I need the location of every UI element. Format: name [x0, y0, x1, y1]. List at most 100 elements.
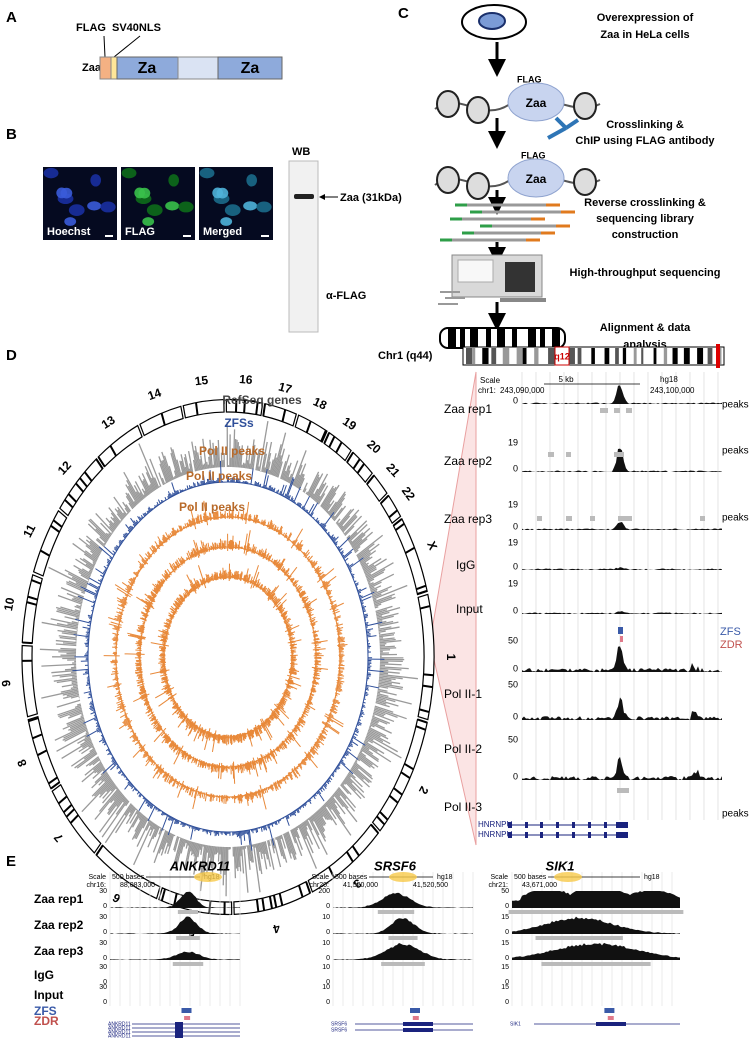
gene-density — [380, 661, 403, 662]
peak-call — [590, 516, 595, 521]
gene-density — [58, 652, 76, 653]
gene-density — [276, 837, 277, 839]
cell — [178, 201, 193, 212]
gene-density — [373, 599, 376, 600]
cell — [220, 217, 232, 226]
track-tick: 15 — [501, 964, 509, 971]
zfs-density — [364, 615, 368, 616]
track-label: Zaa rep3 — [34, 944, 84, 958]
tag-label: SV40NLS — [112, 22, 161, 34]
shape — [460, 329, 465, 347]
gene-density — [112, 533, 113, 534]
gene-density — [341, 785, 349, 794]
zfs-mark — [604, 1008, 614, 1013]
step-text: Overexpression of — [597, 12, 694, 24]
nucleosome — [574, 93, 596, 119]
track-label: Zaa rep2 — [444, 454, 492, 468]
shape — [517, 348, 524, 364]
ring-label: RefSeq genes — [222, 393, 302, 407]
peak-call — [173, 962, 203, 966]
track-tick: 0 — [103, 929, 107, 936]
shape — [508, 832, 512, 838]
zfs-density — [366, 629, 373, 630]
polii-density — [239, 541, 240, 550]
gene-density — [81, 715, 84, 716]
track-tick: 0 — [103, 903, 107, 910]
polii-density — [314, 664, 321, 665]
chromosome-band — [140, 406, 183, 435]
shape — [497, 329, 505, 347]
ring-label: Pol II peaks — [179, 500, 245, 514]
chromosome-band — [34, 511, 67, 576]
track-label: Input — [456, 602, 483, 616]
track-tick: 0 — [505, 929, 509, 936]
zfs-density — [364, 614, 368, 615]
assembly-label: hg18 — [437, 874, 453, 881]
chromosome-label: 7 — [51, 830, 66, 844]
highlight — [194, 872, 222, 882]
step-text: ChIP using FLAG antibody — [575, 135, 715, 147]
track-tick: 19 — [508, 578, 518, 588]
track-tick: 30 — [99, 940, 107, 947]
shape — [525, 822, 528, 828]
track-tick: 0 — [513, 711, 518, 721]
peak-call — [614, 452, 624, 457]
chromosome-band — [418, 594, 434, 719]
image-label: Merged — [203, 226, 242, 238]
zfs-density — [343, 549, 353, 558]
track-tick: 0 — [505, 955, 509, 962]
zfs-density — [83, 717, 96, 723]
zfs-mark — [618, 627, 623, 634]
zfs-density — [348, 748, 351, 751]
cell — [90, 174, 101, 186]
zfs-mark — [410, 1008, 420, 1013]
span-label: 500 bases — [112, 874, 145, 881]
chromosome-label: X — [424, 539, 440, 552]
zfs-density — [195, 827, 196, 831]
gene-density — [100, 760, 101, 761]
shape — [716, 344, 720, 368]
shape — [470, 329, 478, 347]
zfs-density — [83, 627, 90, 629]
gene-density — [71, 672, 76, 673]
gene-density — [249, 464, 250, 469]
gene-density — [379, 631, 386, 632]
ring-label: Pol II peaks — [186, 469, 252, 483]
gene-label: ANKRD11 — [108, 1033, 131, 1039]
gene-density — [72, 681, 78, 682]
antibody-label: α-FLAG — [326, 290, 366, 302]
gene-density — [57, 700, 80, 707]
zfs-density — [303, 496, 310, 509]
zdr-label: ZDR — [720, 639, 743, 651]
zfs-density — [344, 552, 352, 559]
signal-track — [522, 697, 722, 720]
zfs-density — [367, 635, 371, 636]
shape — [486, 329, 491, 347]
shape — [684, 348, 690, 364]
zfs-density — [89, 703, 93, 704]
polii-density — [125, 654, 145, 655]
cell — [100, 201, 115, 212]
zfs-density — [323, 512, 334, 528]
track-tick: 15 — [501, 914, 509, 921]
line — [104, 36, 105, 57]
chromosome-label: 1 — [444, 654, 458, 661]
zfs-density — [88, 615, 92, 616]
signal-track — [512, 891, 680, 908]
band — [294, 194, 314, 199]
shape — [482, 348, 488, 364]
peak-call — [388, 936, 417, 940]
shape — [525, 832, 528, 838]
track-label: Zaa rep2 — [34, 918, 84, 932]
shape — [289, 161, 318, 332]
domain-label: Za — [241, 60, 260, 77]
assembly-label: hg18 — [644, 874, 660, 881]
zfs-density — [338, 537, 350, 548]
polii-density — [151, 643, 169, 646]
zfs-density — [278, 490, 279, 494]
signal-track — [522, 646, 722, 672]
nucleus — [479, 13, 505, 29]
track-tick: 0 — [326, 955, 330, 962]
assembly-label: hg18 — [660, 375, 678, 384]
signal-track — [512, 943, 680, 960]
